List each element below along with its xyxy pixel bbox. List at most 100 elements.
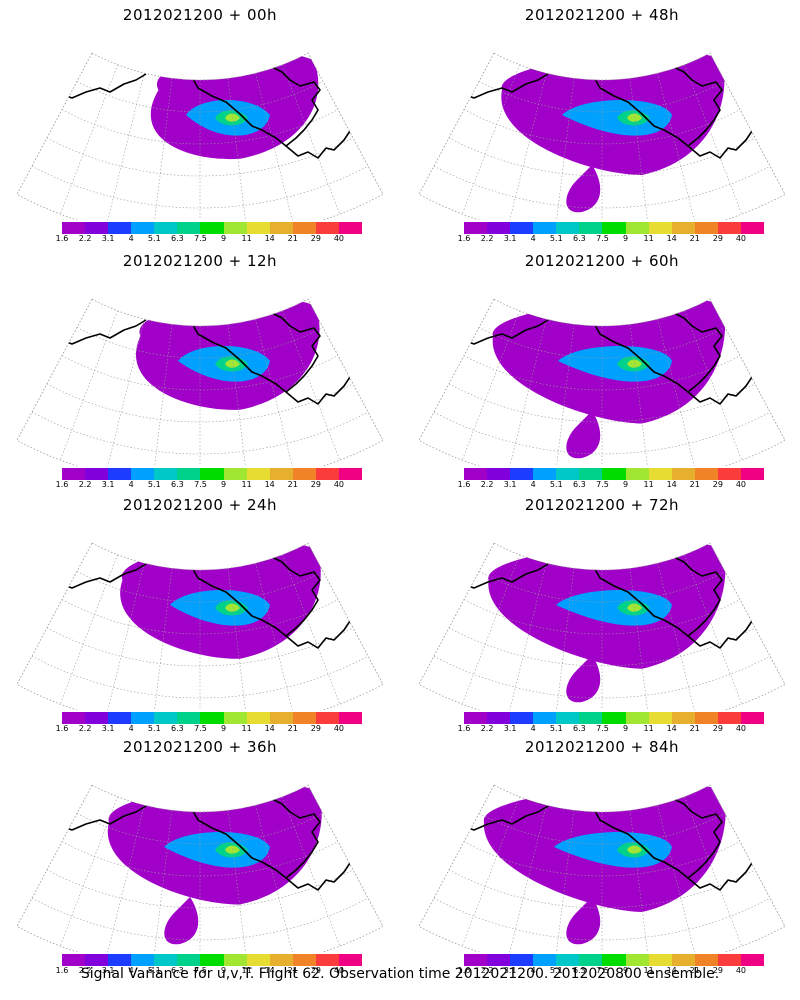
colorbar-tick-label: 1.6	[55, 480, 69, 489]
meridian-line	[418, 299, 495, 441]
parallel-line	[31, 411, 369, 455]
variance-contour	[225, 603, 240, 612]
colorbar-tick-label: 14	[264, 966, 275, 975]
meridian-line	[227, 568, 248, 710]
colorbar-swatch	[694, 712, 718, 724]
colorbar-swatch	[533, 712, 557, 724]
colorbar-swatch	[740, 954, 765, 966]
parallel-line	[61, 355, 339, 391]
colorbar-swatch	[62, 222, 86, 234]
colorbar-tick-label: 14	[666, 724, 677, 733]
coastline	[551, 53, 723, 147]
colorbar-swatch	[740, 712, 765, 724]
meridian-line	[282, 64, 341, 215]
parallel-line	[433, 411, 771, 455]
colorbar-swatch	[223, 222, 247, 234]
parallel-line	[463, 599, 741, 635]
colorbar-swatch	[62, 712, 86, 724]
colorbar-swatch	[315, 468, 339, 480]
coastline	[687, 373, 755, 405]
colorbar-swatch	[338, 222, 363, 234]
meridian-line	[282, 310, 341, 461]
colorbar-tick-label: 5.1	[549, 234, 563, 243]
colorbar-swatch	[177, 468, 201, 480]
meridian-line	[59, 796, 118, 947]
coastline	[149, 785, 321, 879]
colorbar-tick-label: 11	[241, 724, 252, 733]
parallel-line	[31, 655, 369, 699]
colorbar-swatch	[510, 954, 534, 966]
colorbar-tick-label: 29	[310, 724, 321, 733]
meridian-line	[255, 319, 295, 466]
parallel-line	[433, 165, 771, 209]
colorbar-tick-label: 1.6	[55, 966, 69, 975]
meridian-line	[684, 796, 743, 947]
colorbar-tick-label: 2.2	[480, 724, 494, 733]
meridian-line	[507, 319, 547, 466]
parallel-line	[31, 165, 369, 209]
meridian-line	[507, 563, 547, 710]
coastline	[285, 373, 353, 405]
colorbar-swatch	[487, 222, 511, 234]
colorbar-swatch	[154, 712, 178, 724]
colorbar-swatch	[464, 468, 488, 480]
colorbar-swatch	[694, 222, 718, 234]
colorbar-tick-label: 3.1	[503, 966, 517, 975]
colorbar-swatch	[625, 954, 649, 966]
colorbar-swatch	[85, 468, 109, 480]
meridian-line	[657, 805, 697, 952]
meridian-line	[282, 796, 341, 947]
colorbar-swatch	[131, 954, 155, 966]
colorbar-swatch	[648, 222, 672, 234]
variance-map	[16, 784, 384, 952]
colorbar-tick-label: 7.5	[596, 724, 609, 733]
colorbar-swatch	[556, 954, 580, 966]
meridian-line	[554, 78, 575, 220]
colorbar-tick-label: 3.1	[503, 234, 517, 243]
colorbar-tick-label: 4	[128, 480, 134, 489]
coastline	[39, 73, 147, 101]
colorbar-swatch	[648, 712, 672, 724]
colorbar-tick-label: 21	[689, 234, 700, 243]
colorbar-ticks: 1.6 2.2 3.1 4 5.1 6.3 7.5 9 11 14 21 29 40	[56, 724, 362, 734]
colorbar-tick-label: 5.1	[147, 480, 161, 489]
meridian-line	[629, 568, 650, 710]
colorbar-swatch	[625, 712, 649, 724]
variance-contour	[225, 113, 240, 122]
map-panel: 2012021200 + 36h 1.6 2.2 3.1 4 5.1 6.3 7.5 9 11 14…	[0, 732, 400, 975]
colorbar-tick-label: 1.6	[457, 480, 471, 489]
colorbar-ticks: 1.6 2.2 3.1 4 5.1 6.3 7.5 9 11 14 21 29 40	[458, 234, 764, 244]
colorbar-swatch	[246, 712, 270, 724]
colorbar-tick-label: 2.2	[78, 966, 92, 975]
meridian-line	[255, 73, 295, 220]
colorbar-swatch	[671, 468, 695, 480]
meridian-line	[16, 299, 93, 441]
variance-map	[418, 298, 786, 466]
variance-contour	[225, 845, 240, 854]
colorbar-swatch	[223, 712, 247, 724]
colorbar-tick-label: 4	[530, 480, 536, 489]
colorbar-tick-label: 3.1	[101, 480, 115, 489]
colorbar-ticks: 1.6 2.2 3.1 4 5.1 6.3 7.5 9 11 14 21 29 40	[458, 724, 764, 734]
colorbar-swatch	[338, 468, 363, 480]
meridian-line	[255, 563, 295, 710]
coastline	[687, 617, 755, 649]
coastline	[687, 859, 755, 891]
meridian-line	[461, 64, 520, 215]
colorbar-swatch	[154, 468, 178, 480]
meridian-line	[657, 563, 697, 710]
parallel-line	[433, 897, 771, 941]
colorbar-tick-label: 6.3	[573, 966, 586, 975]
meridian-line	[418, 785, 495, 927]
colorbar-tick-label: 11	[643, 966, 654, 975]
colorbar-tick-label: 6.3	[171, 724, 184, 733]
colorbar-tick-label: 2.2	[480, 234, 494, 243]
meridian-line	[507, 73, 547, 220]
colorbar-tick-label: 9	[220, 966, 227, 975]
colorbar-swatch	[579, 222, 603, 234]
colorbar-tick-label: 9	[220, 234, 227, 243]
colorbar	[62, 954, 363, 966]
colorbar-swatch	[464, 954, 488, 966]
map-panel: 2012021200 + 72h 1.6 2.2 3.1 4 5.1 6.3 7.5 9 11 14…	[402, 490, 800, 733]
colorbar	[464, 468, 765, 480]
